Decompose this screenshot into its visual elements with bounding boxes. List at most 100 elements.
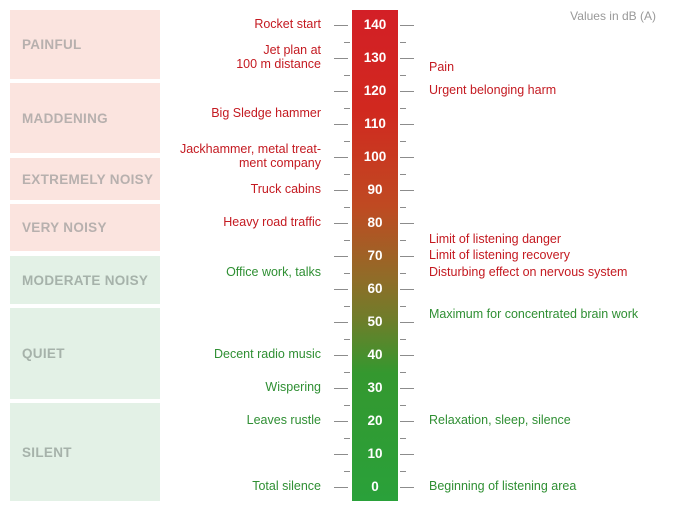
scale-tick <box>400 141 406 142</box>
scale-tick <box>334 25 348 26</box>
scale-tick <box>334 256 348 257</box>
scale-value: 60 <box>367 281 383 296</box>
scale-value: 110 <box>364 116 386 131</box>
scale-value: 70 <box>367 248 383 263</box>
noise-source-label: Jackhammer, metal treat-ment company <box>179 142 321 170</box>
noise-source-label: Jet plan at 100 m distance <box>236 43 321 71</box>
noise-source-label: Heavy road traffic <box>223 215 321 229</box>
effect-label: Pain <box>429 59 455 74</box>
scale-tick <box>400 405 406 406</box>
effect-label: Beginning of listening area <box>429 479 577 493</box>
scale-tick <box>400 355 414 356</box>
effect-label: Disturbing effect on nervous system <box>429 264 628 279</box>
scale-tick <box>400 487 414 488</box>
scale-tick <box>334 388 348 389</box>
scale-value: 140 <box>363 17 387 32</box>
units-note: Values in dB (A) <box>570 9 656 23</box>
scale-tick <box>334 487 348 488</box>
scale-tick <box>400 207 406 208</box>
category-moderate-noisy: MODERATE NOISY <box>10 256 160 304</box>
scale-tick <box>344 75 350 76</box>
scale-value: 10 <box>367 446 383 461</box>
category-silent: SILENT <box>10 403 160 501</box>
scale-tick <box>400 108 406 109</box>
scale-tick <box>400 75 406 76</box>
scale-tick <box>344 207 350 208</box>
scale-value: 30 <box>367 380 383 395</box>
scale-tick <box>334 322 348 323</box>
effect-label: Limit of listening recovery <box>429 248 571 262</box>
scale-tick <box>400 124 414 125</box>
scale-tick <box>400 421 414 422</box>
scale-tick <box>344 306 350 307</box>
scale-tick <box>334 454 348 455</box>
noise-source-label: Leaves rustle <box>246 413 321 427</box>
scale-tick <box>344 273 350 274</box>
scale-tick <box>344 42 350 43</box>
scale-tick <box>400 240 406 241</box>
scale-tick <box>344 372 350 373</box>
scale-tick <box>344 438 350 439</box>
scale-tick <box>400 388 414 389</box>
category-maddening: MADDENING <box>10 83 160 153</box>
effect-label: Urgent belonging harm <box>429 83 557 97</box>
scale-tick <box>400 454 414 455</box>
scale-value: 100 <box>363 149 387 164</box>
scale-tick <box>344 141 350 142</box>
scale-tick <box>334 421 348 422</box>
scale-tick <box>344 240 350 241</box>
category-very-noisy: VERY NOISY <box>10 204 160 251</box>
scale-tick <box>400 58 414 59</box>
scale-tick <box>400 157 414 158</box>
effect-label: Relaxation, sleep, silence <box>429 413 571 427</box>
scale-tick <box>400 306 406 307</box>
scale-tick <box>400 372 406 373</box>
scale-tick <box>400 42 406 43</box>
scale-value: 20 <box>367 413 383 428</box>
scale-tick <box>400 438 406 439</box>
scale-tick <box>334 157 348 158</box>
noise-source-label: Decent radio music <box>214 347 321 361</box>
decibel-scale-bar <box>352 10 398 501</box>
scale-tick <box>334 289 348 290</box>
effect-label: Limit of listening danger <box>429 231 562 246</box>
noise-source-label: Office work, talks <box>226 264 321 279</box>
scale-tick <box>400 91 414 92</box>
scale-tick <box>400 471 406 472</box>
effect-label: Maximum for concentrated brain work <box>429 307 639 322</box>
scale-tick <box>334 124 348 125</box>
scale-tick <box>400 174 406 175</box>
noise-source-label: Rocket start <box>254 17 321 31</box>
scale-value: 90 <box>367 182 383 197</box>
category-painful: PAINFUL <box>10 10 160 79</box>
scale-tick <box>400 223 414 224</box>
scale-tick <box>334 91 348 92</box>
scale-tick <box>400 322 414 323</box>
noise-source-label: Big Sledge hammer <box>211 106 321 121</box>
scale-tick <box>334 190 348 191</box>
scale-tick <box>400 256 414 257</box>
scale-tick <box>334 58 348 59</box>
noise-source-label: Truck cabins <box>250 182 321 196</box>
scale-tick <box>400 289 414 290</box>
scale-tick <box>400 190 414 191</box>
noise-source-label: Total silence <box>252 479 321 493</box>
scale-tick <box>400 25 414 26</box>
scale-tick <box>400 339 406 340</box>
scale-value: 40 <box>367 347 383 362</box>
scale-tick <box>344 471 350 472</box>
scale-tick <box>334 355 348 356</box>
scale-value: 120 <box>363 83 387 98</box>
scale-value: 0 <box>371 479 379 494</box>
scale-tick <box>344 339 350 340</box>
category-extremely-noisy: EXTREMELY NOISY <box>10 158 160 200</box>
scale-tick <box>334 223 348 224</box>
scale-tick <box>344 174 350 175</box>
noise-source-label: Wispering <box>265 380 321 394</box>
scale-tick <box>344 108 350 109</box>
category-quiet: QUIET <box>10 308 160 399</box>
scale-value: 80 <box>367 215 383 230</box>
scale-value: 130 <box>363 50 387 65</box>
scale-tick <box>400 273 406 274</box>
scale-tick <box>344 405 350 406</box>
